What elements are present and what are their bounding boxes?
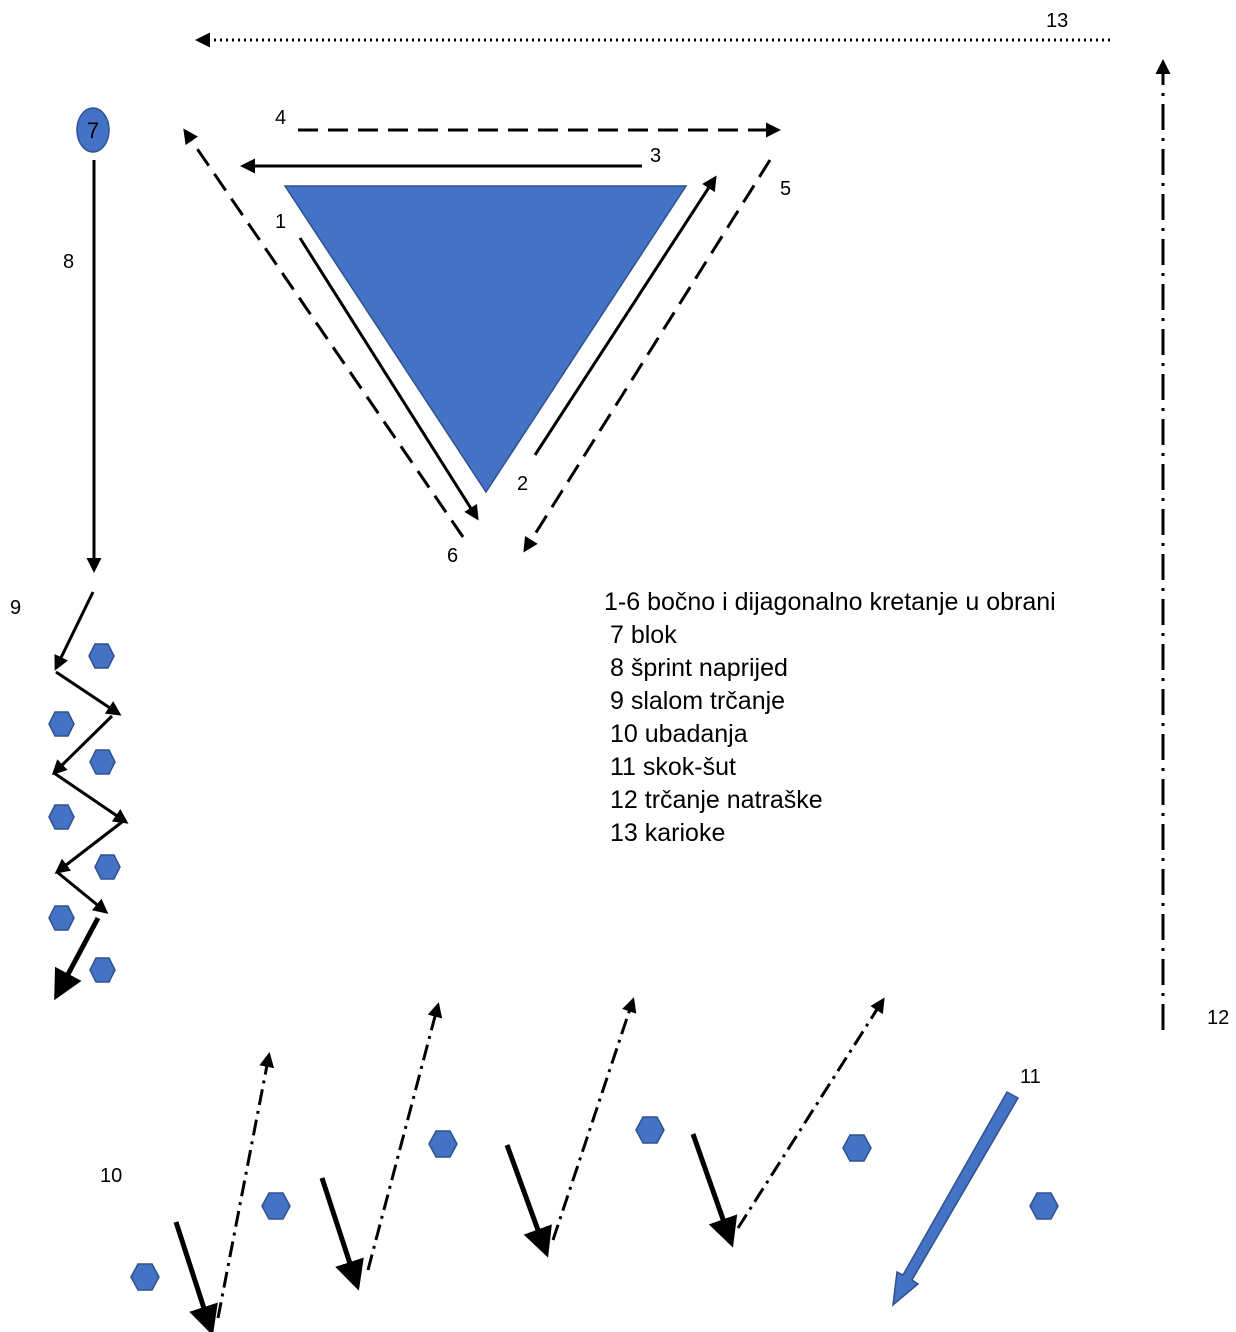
label-11: 11 (1020, 1066, 1041, 1088)
path-6 (183, 128, 465, 538)
cone-hexagon (842, 1134, 872, 1162)
legend-item: 1-6 bočno i dijagonalno kretanje u obran… (604, 588, 1056, 616)
stab-down (504, 1144, 552, 1258)
legend-item: 13 karioke (610, 819, 725, 847)
cone-hexagon (89, 749, 116, 775)
cone-hexagon (48, 804, 75, 830)
slalom-seg (53, 771, 129, 824)
label-10: 10 (100, 1165, 122, 1187)
node-7-label: 7 (87, 118, 99, 143)
stab-return (551, 997, 637, 1241)
legend: 1-6 bočno i dijagonalno kretanje u obran… (604, 588, 1056, 847)
stab-return (366, 1002, 443, 1271)
legend-item: 12 trčanje natraške (610, 786, 823, 814)
slalom-seg (51, 714, 114, 776)
stab-down (690, 1133, 738, 1248)
jump-shot-arrow (892, 1090, 1020, 1307)
stab-return (216, 1052, 275, 1319)
label-4: 4 (275, 107, 286, 129)
legend-item: 11 skok-šut (610, 753, 736, 781)
cone-hexagon (1029, 1192, 1059, 1220)
cone-hexagon (48, 711, 75, 737)
slalom-seg (54, 591, 95, 671)
label-2: 2 (517, 473, 528, 495)
cone-hexagon (88, 643, 115, 669)
cone-hexagon (261, 1192, 291, 1220)
label-5: 5 (780, 178, 791, 200)
label-9: 9 (10, 597, 21, 619)
path-2 (533, 175, 717, 456)
cone-hexagon (428, 1130, 458, 1158)
label-1: 1 (275, 211, 286, 233)
label-6: 6 (447, 545, 458, 567)
node-7-blok (76, 107, 110, 153)
label-8: 8 (63, 251, 74, 273)
legend-item: 10 ubadanja (610, 720, 748, 748)
stab-down (319, 1177, 364, 1291)
stab-return (736, 997, 885, 1229)
label-12: 12 (1207, 1007, 1229, 1029)
cone-hexagon (635, 1116, 665, 1144)
cone-hexagon (94, 854, 121, 880)
stab-down (173, 1221, 218, 1332)
legend-item: 8 šprint naprijed (610, 654, 788, 682)
label-13: 13 (1046, 10, 1068, 32)
cone-hexagon (89, 957, 116, 983)
legend-item: 7 blok (610, 621, 677, 649)
legend-item: 9 slalom trčanje (610, 687, 785, 715)
slalom-seg (54, 820, 123, 874)
cone-hexagon (48, 905, 75, 931)
slalom-seg-final (54, 916, 101, 1001)
path-5 (523, 159, 772, 553)
path-1 (298, 237, 479, 521)
cone-hexagon (130, 1263, 160, 1291)
slalom-seg (55, 670, 122, 716)
slalom-seg (56, 870, 109, 914)
triangle-zone (283, 185, 688, 494)
label-3: 3 (650, 145, 661, 167)
